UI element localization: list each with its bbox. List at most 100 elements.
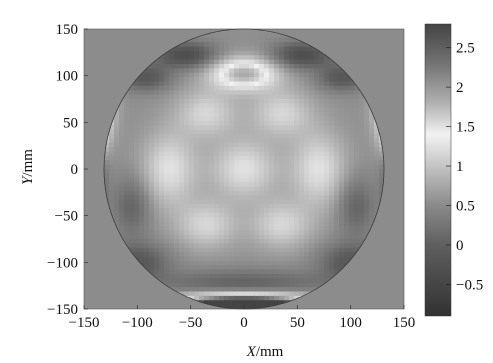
heatmap-cell (254, 164, 260, 170)
heatmap-cell (294, 199, 300, 205)
heatmap-cell (119, 177, 125, 183)
heatmap-cell (134, 90, 140, 96)
heatmap-cell (219, 120, 225, 126)
heatmap-cell (254, 190, 260, 196)
heatmap-cell (324, 59, 330, 65)
heatmap-cell (299, 278, 305, 284)
heatmap-cell (219, 72, 225, 78)
heatmap-cell (114, 134, 120, 139)
heatmap-cell (279, 85, 285, 91)
heatmap-cell (359, 234, 365, 240)
heatmap-cell (114, 177, 120, 183)
heatmap-cell (314, 260, 320, 266)
heatmap-cell (299, 173, 305, 179)
heatmap-cell (314, 221, 320, 227)
heatmap-cell (329, 147, 335, 153)
heatmap-cell (224, 295, 230, 301)
heatmap-cell (304, 94, 310, 100)
heatmap-cell (279, 204, 285, 209)
heatmap-cell (174, 278, 180, 284)
heatmap-cell (324, 247, 330, 253)
heatmap-cell (319, 134, 325, 139)
heatmap-cell (219, 177, 225, 183)
heatmap-cell (224, 217, 230, 223)
heatmap-cell (254, 217, 260, 223)
heatmap-cell (224, 287, 230, 293)
heatmap-cell (209, 212, 215, 218)
heatmap-cell (279, 247, 285, 253)
heatmap-cell (324, 155, 330, 161)
heatmap-cell (339, 138, 345, 144)
heatmap-cell (204, 134, 210, 139)
heatmap-cell (249, 68, 255, 74)
heatmap-cell (239, 295, 245, 301)
heatmap-cell (274, 46, 280, 52)
heatmap-cell (149, 107, 155, 113)
heatmap-cell (294, 282, 300, 288)
heatmap-cell (134, 208, 140, 214)
heatmap-cell (159, 94, 165, 100)
heatmap-cell (209, 142, 215, 148)
heatmap-cell (344, 243, 350, 249)
heatmap-cell (159, 221, 165, 227)
heatmap-cell (244, 182, 250, 188)
heatmap-cell (264, 129, 270, 135)
heatmap-cell (164, 59, 170, 65)
heatmap-cell (239, 243, 245, 249)
heatmap-cell (309, 173, 315, 179)
heatmap-cell (349, 173, 355, 179)
heatmap-cell (109, 151, 115, 157)
heatmap-cell (219, 291, 225, 297)
heatmap-cell (199, 260, 205, 266)
heatmap-cell (134, 217, 140, 223)
heatmap-cell (274, 265, 280, 271)
heatmap-cell (314, 217, 320, 223)
heatmap-cell (189, 142, 195, 148)
heatmap-cell (139, 234, 145, 240)
heatmap-cell (199, 120, 205, 126)
heatmap-cell (309, 221, 315, 227)
heatmap-cell (269, 33, 275, 39)
heatmap-cell (319, 94, 325, 100)
heatmap-cell (239, 239, 245, 244)
heatmap-cell (379, 182, 384, 188)
heatmap-cell (354, 204, 360, 209)
heatmap-cell (309, 50, 315, 56)
heatmap-cell (179, 147, 185, 153)
heatmap-cell (269, 234, 275, 240)
heatmap-cell (259, 252, 265, 258)
heatmap-cell (249, 164, 255, 170)
heatmap-cell (314, 50, 320, 56)
heatmap-cell (194, 147, 200, 153)
heatmap-cell (269, 77, 275, 83)
heatmap-cell (319, 50, 325, 56)
heatmap-cell (239, 72, 245, 78)
heatmap-cell (269, 291, 275, 297)
heatmap-cell (314, 90, 320, 96)
heatmap-cell (269, 182, 275, 188)
heatmap-cell (274, 274, 280, 279)
heatmap-cell (234, 177, 240, 183)
heatmap-cell (179, 239, 185, 244)
heatmap-cell (189, 278, 195, 284)
heatmap-cell (124, 147, 130, 153)
heatmap-cell (179, 59, 185, 65)
x-tick-label: −50 (179, 315, 202, 331)
heatmap-cell (299, 287, 305, 293)
heatmap-cell (344, 190, 350, 196)
heatmap-cell (194, 50, 200, 56)
heatmap-cell (179, 155, 185, 161)
heatmap-cell (309, 155, 315, 161)
heatmap-cell (214, 300, 220, 306)
heatmap-cell (364, 116, 370, 122)
heatmap-cell (329, 252, 335, 258)
heatmap-cell (234, 90, 240, 96)
heatmap-cell (264, 50, 270, 56)
heatmap-cell (174, 182, 180, 188)
heatmap-cell (259, 72, 265, 78)
heatmap-cell (149, 182, 155, 188)
heatmap-cell (254, 195, 260, 201)
heatmap-cell (124, 186, 130, 192)
heatmap-cell (309, 287, 315, 293)
heatmap-cell (269, 50, 275, 56)
